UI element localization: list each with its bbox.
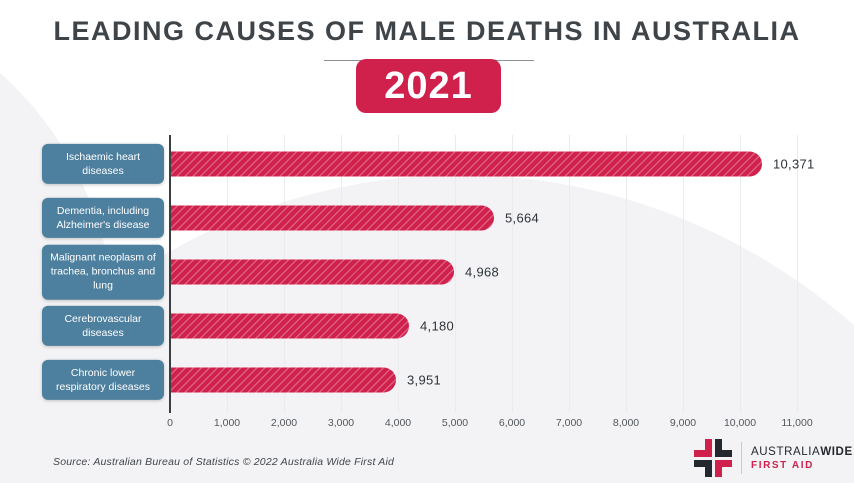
value-label: 4,968 [465,264,500,280]
category-label-box: Chronic lower respiratory diseases [42,359,164,401]
chart-row: Malignant neoplasm of trachea, bronchus … [0,244,854,300]
category-label: Chronic lower respiratory diseases [56,366,150,393]
page-title: LEADING CAUSES OF MALE DEATHS IN AUSTRAL… [53,16,801,46]
gridline [569,135,570,413]
bar [171,313,409,339]
x-tick-label: 5,000 [441,417,469,429]
bar [171,259,454,285]
year-badge: 2021 [356,59,501,113]
value-label: 4,180 [420,318,455,334]
gridline [740,135,741,413]
cross-quadrant-bottom-left [694,459,712,477]
x-tick-label: 10,000 [723,417,757,429]
gridline [455,135,456,413]
value-label: 3,951 [407,372,442,388]
logo-name: AUSTRALIAWIDE [751,446,853,458]
chart-row: Chronic lower respiratory diseases 3,951 [0,353,854,407]
x-tick-label: 1,000 [213,417,241,429]
source-note: Source: Australian Bureau of Statistics … [53,456,395,468]
logo-cross-icon [694,439,732,477]
value-label: 10,371 [773,156,815,172]
x-tick-label: 8,000 [612,417,640,429]
cross-quadrant-bottom-right [714,459,732,477]
cross-quadrant-top-right [714,439,732,457]
x-tick-label: 4,000 [384,417,412,429]
x-tick-label: 6,000 [498,417,526,429]
x-tick-label: 0 [167,417,173,429]
bar [171,205,494,231]
bar [171,151,762,177]
category-label-box: Dementia, including Alzheimer's disease [42,197,164,239]
x-tick-label: 3,000 [327,417,355,429]
gridline [626,135,627,413]
x-tick-label: 2,000 [270,417,298,429]
chart-row: Dementia, including Alzheimer's disease 5… [0,191,854,245]
logo-name-bold: WIDE [820,445,853,458]
chart-row: Ischaemic heart diseases 10,371 [0,137,854,191]
x-tick-label: 7,000 [555,417,583,429]
category-label: Cerebrovascular diseases [64,312,142,339]
logo: AUSTRALIAWIDE FIRST AID [694,439,853,477]
gridline [512,135,513,413]
category-label: Dementia, including Alzheimer's disease [56,204,150,231]
category-label-box: Ischaemic heart diseases [42,143,164,185]
cross-quadrant-top-left [694,439,712,457]
category-label: Malignant neoplasm of trachea, bronchus … [50,251,156,293]
x-tick-label: 11,000 [781,417,813,429]
x-tick-label: 9,000 [669,417,697,429]
category-label: Ischaemic heart diseases [65,150,141,177]
bar [171,367,396,393]
gridline [797,135,798,413]
logo-subtitle: FIRST AID [751,459,814,471]
chart-row: Cerebrovascular diseases 4,180 [0,299,854,353]
logo-text: AUSTRALIAWIDE FIRST AID [751,446,853,471]
category-label-box: Malignant neoplasm of trachea, bronchus … [42,244,164,300]
logo-divider [741,442,742,474]
y-axis-line [169,135,171,413]
value-label: 5,664 [505,210,540,226]
logo-name-regular: AUSTRALIA [751,445,821,458]
category-label-box: Cerebrovascular diseases [42,305,164,347]
gridline [683,135,684,413]
